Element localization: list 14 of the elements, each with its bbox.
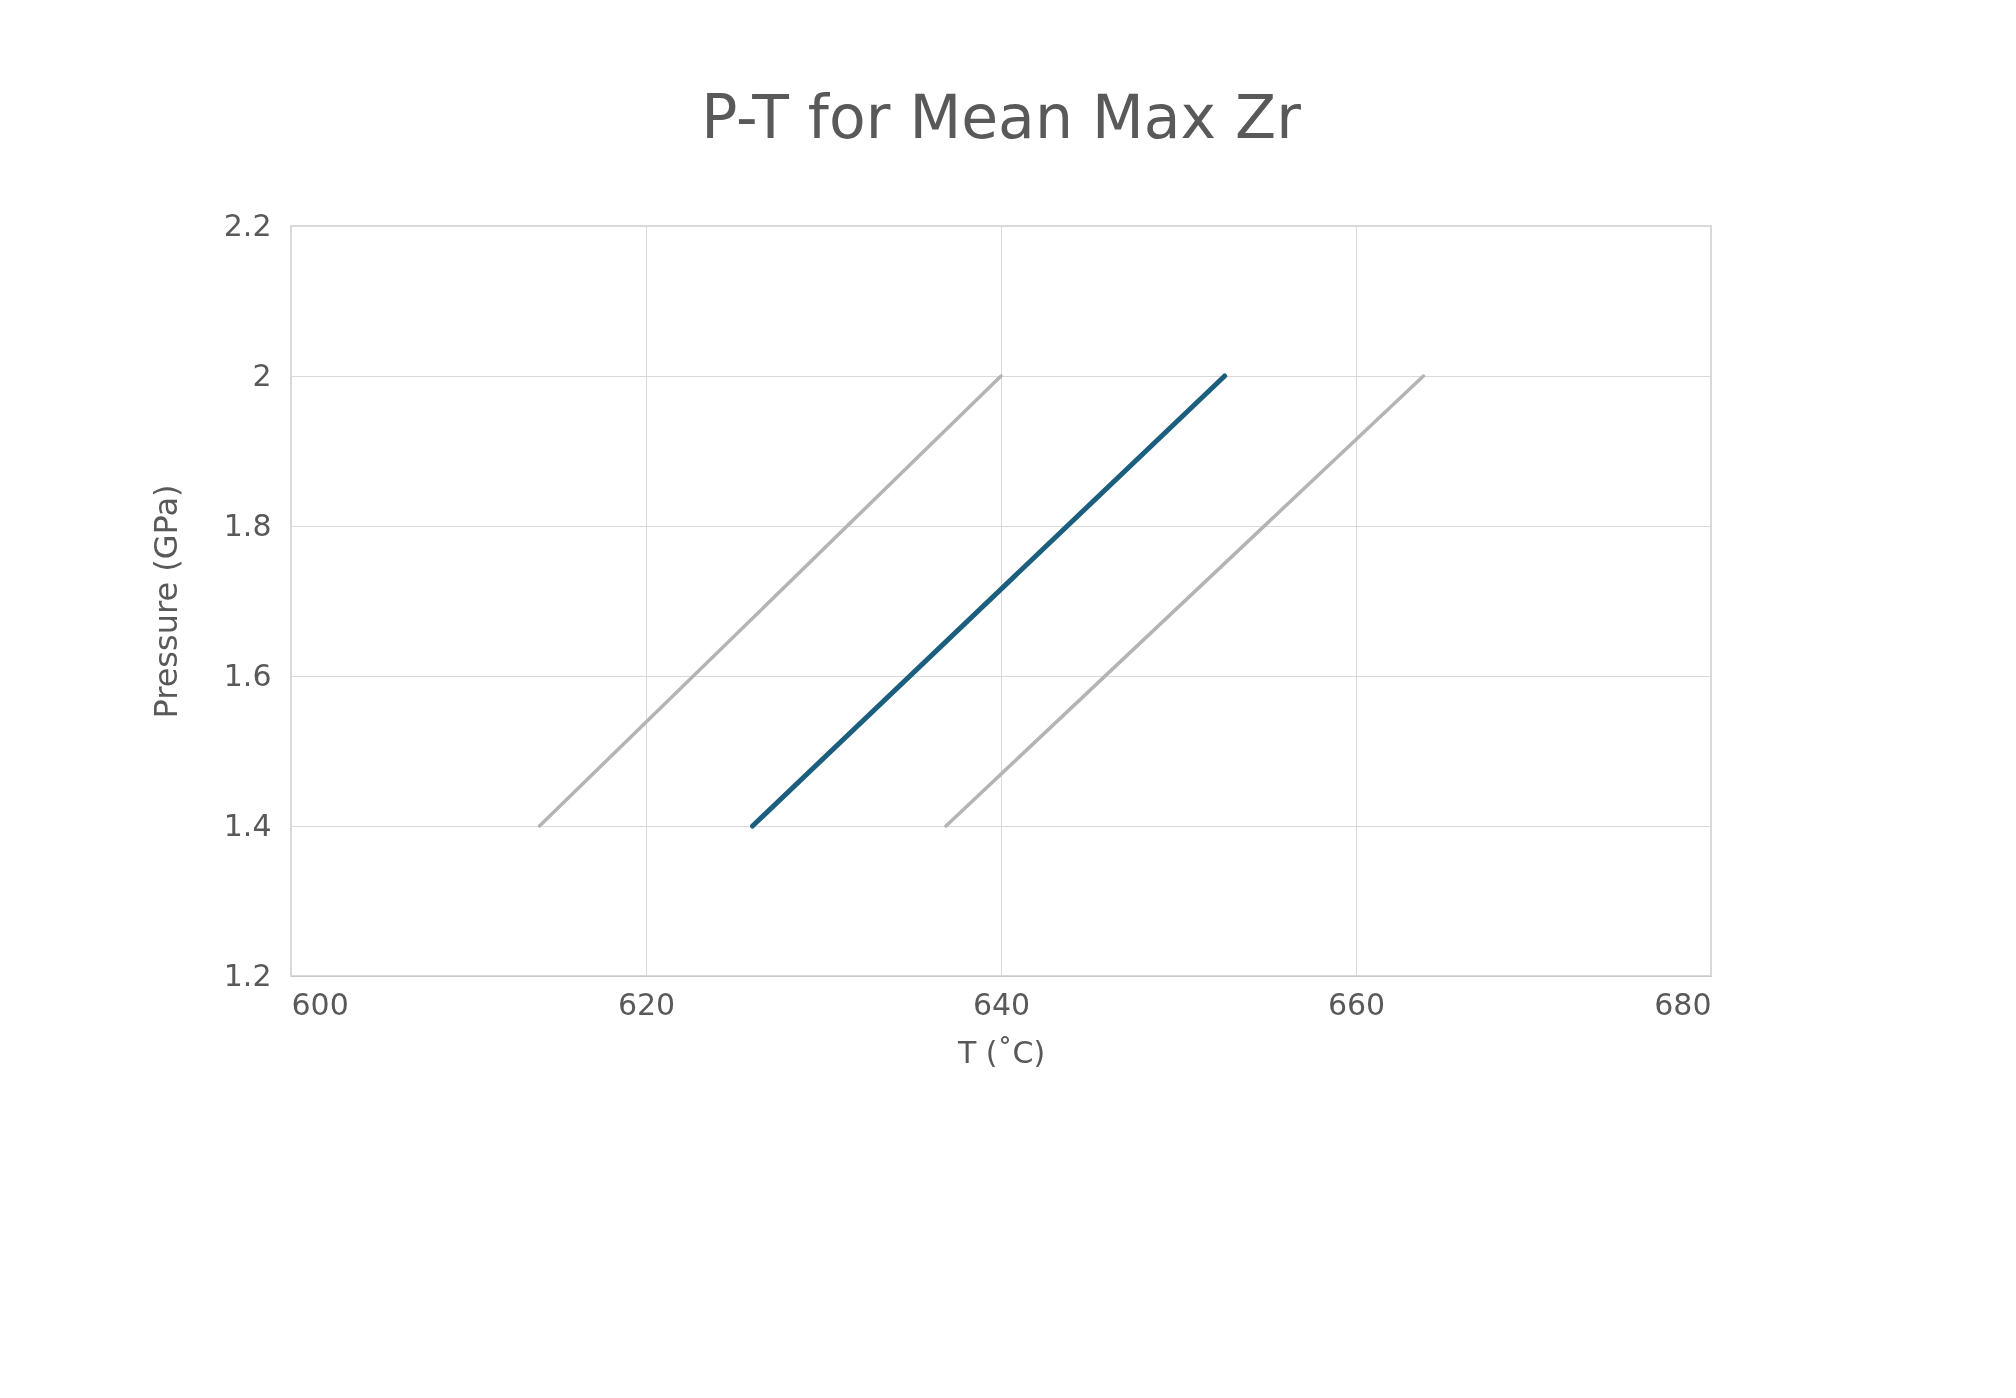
y-tick-label: 1.6 — [223, 657, 272, 693]
y-tick-label: 1.4 — [223, 807, 272, 843]
y-tick-label: 1.8 — [223, 507, 272, 543]
y-axis-title: Pressure (GPa) — [146, 484, 185, 719]
x-tick-label: 620 — [617, 986, 676, 1022]
x-tick-label: 640 — [972, 986, 1031, 1022]
y-tick-label: 1.2 — [223, 957, 272, 993]
x-tick-label: 680 — [1654, 986, 1712, 1022]
y-tick-label: 2.2 — [223, 207, 272, 243]
y-tick-label: 2 — [252, 357, 272, 393]
x-tick-label: 660 — [1327, 986, 1386, 1022]
x-axis-title: T (˚C) — [956, 1034, 1046, 1070]
chart-title: P-T for Mean Max Zr — [701, 82, 1302, 152]
x-tick-label: 600 — [291, 986, 349, 1022]
